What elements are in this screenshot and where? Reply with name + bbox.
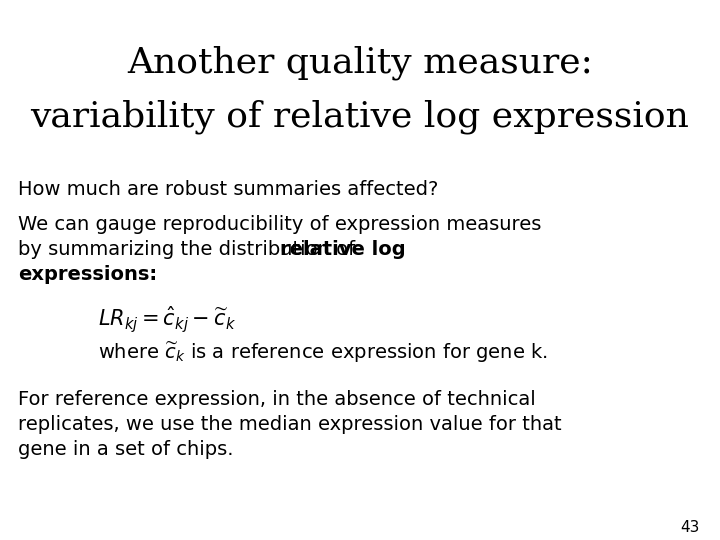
Text: We can gauge reproducibility of expression measures: We can gauge reproducibility of expressi… [18, 215, 541, 234]
Text: variability of relative log expression: variability of relative log expression [30, 100, 690, 134]
Text: How much are robust summaries affected?: How much are robust summaries affected? [18, 180, 438, 199]
Text: expressions:: expressions: [18, 265, 157, 284]
Text: Another quality measure:: Another quality measure: [127, 45, 593, 79]
Text: by summarizing the distribution of: by summarizing the distribution of [18, 240, 361, 259]
Text: where $\widetilde{c}_{k}$ is a reference expression for gene k.: where $\widetilde{c}_{k}$ is a reference… [98, 340, 548, 364]
Text: gene in a set of chips.: gene in a set of chips. [18, 440, 233, 459]
Text: For reference expression, in the absence of technical: For reference expression, in the absence… [18, 390, 536, 409]
Text: 43: 43 [680, 520, 700, 535]
Text: replicates, we use the median expression value for that: replicates, we use the median expression… [18, 415, 562, 434]
Text: $LR_{kj} = \hat{c}_{kj} - \widetilde{c}_{k}$: $LR_{kj} = \hat{c}_{kj} - \widetilde{c}_… [98, 305, 236, 335]
Text: relative log: relative log [280, 240, 405, 259]
